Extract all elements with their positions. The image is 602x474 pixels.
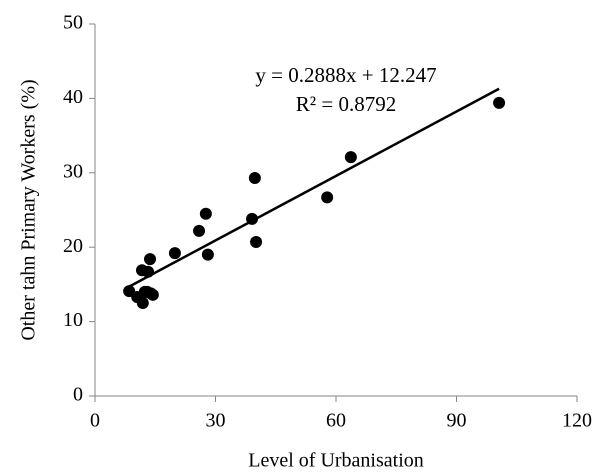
data-point [201, 248, 214, 261]
trend-equation: y = 0.2888x + 12.247 [255, 63, 436, 87]
data-point [144, 253, 157, 266]
data-point [344, 151, 357, 164]
y-tick-label: 40 [63, 86, 83, 108]
y-axis-label: Other tahn Primary Workers (%) [18, 79, 40, 340]
x-tick-label: 60 [326, 410, 346, 432]
data-point [142, 265, 155, 278]
trendline [128, 87, 500, 288]
data-point [199, 207, 212, 220]
data-point [250, 235, 263, 248]
x-tick-label: 0 [90, 410, 100, 432]
r-squared: R² = 0.8792 [296, 92, 396, 116]
data-point [146, 288, 159, 301]
y-tick-label: 50 [63, 12, 83, 34]
y-tick-label: 20 [63, 235, 83, 257]
data-point [193, 224, 206, 237]
x-tick-label: 30 [206, 410, 226, 432]
y-tick-label: 30 [63, 160, 83, 182]
data-point [168, 247, 181, 260]
data-point [248, 172, 261, 185]
x-axis-label: Level of Urbanisation [248, 450, 424, 472]
x-tick-label: 120 [562, 410, 592, 432]
data-point [136, 297, 149, 309]
data-point [246, 212, 259, 225]
x-tick-label: 90 [447, 410, 467, 432]
y-tick-label: 0 [73, 384, 83, 406]
data-point [493, 96, 506, 109]
data-point [321, 191, 334, 204]
y-tick-label: 10 [63, 309, 83, 331]
